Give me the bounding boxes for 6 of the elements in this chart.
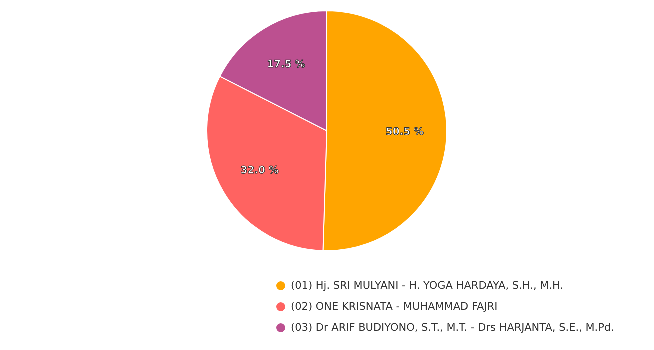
legend-label: (01) Hj. SRI MULYANI - H. YOGA HARDAYA, S.H., M.H. <box>291 280 564 292</box>
legend-label: (02) ONE KRISNATA - MUHAMMAD FAJRI <box>291 301 498 313</box>
legend-label: (03) Dr ARIF BUDIYONO, S.T., M.T. - Drs HARJANTA, S.E., M.Pd. <box>291 322 614 334</box>
data-label: 50.5 % <box>386 127 424 138</box>
data-label: 17.5 % <box>267 59 306 70</box>
data-label: 32.0 % <box>240 166 279 177</box>
